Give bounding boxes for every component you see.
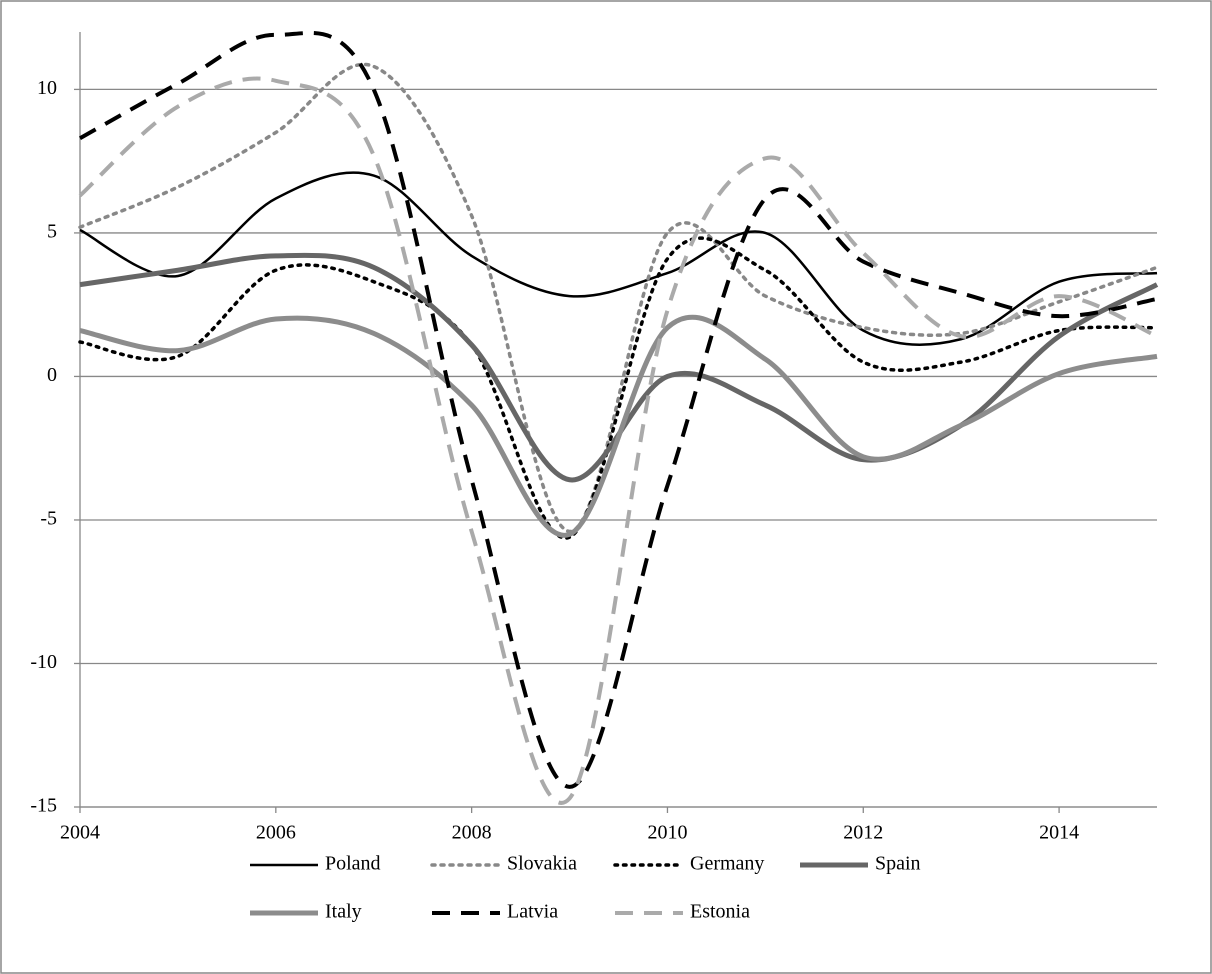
y-tick-label: 10 [37,77,57,99]
x-tick-label: 2012 [843,822,883,844]
x-tick-label: 2004 [60,822,100,844]
legend-label: Spain [875,853,921,875]
x-tick-label: 2008 [452,822,492,844]
x-tick-label: 2010 [647,822,687,844]
legend-label: Slovakia [507,853,577,875]
legend-label: Poland [325,853,381,875]
y-tick-label: -15 [30,795,57,817]
series-line [78,236,1159,540]
legend-label: Latvia [507,901,558,923]
series-line [79,31,1158,789]
series-line [79,171,1158,346]
legend-label: Italy [325,901,362,923]
x-tick-label: 2006 [256,822,296,844]
y-tick-label: 0 [47,364,57,386]
y-tick-label: 5 [47,221,57,243]
x-tick-label: 2014 [1039,822,1079,844]
series-line [79,314,1158,538]
y-tick-label: -5 [40,508,57,530]
y-tick-label: -10 [30,651,57,673]
legend-label: Estonia [690,901,750,923]
legend-label: Germany [690,853,764,875]
